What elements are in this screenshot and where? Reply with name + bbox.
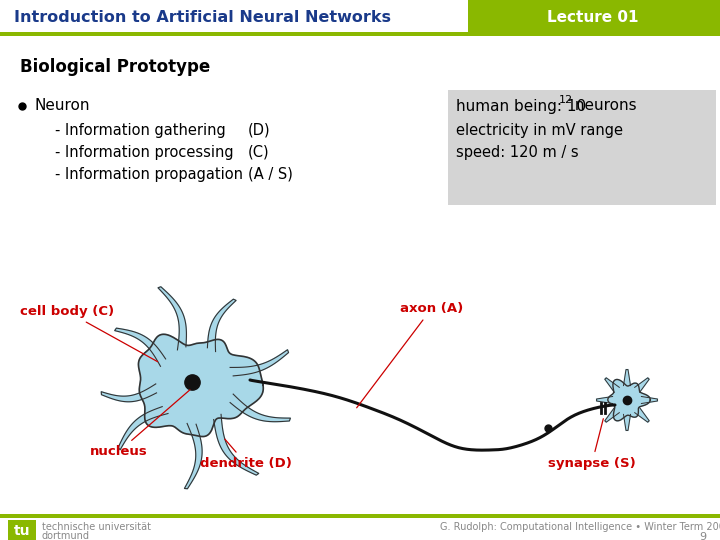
Bar [8, 520, 36, 540]
Polygon shape [118, 407, 168, 450]
Text: Neuron: Neuron [34, 98, 89, 113]
Polygon shape [597, 396, 613, 403]
Text: tu: tu [14, 524, 30, 538]
Text: electricity in mV range: electricity in mV range [456, 123, 623, 138]
Text: (D): (D) [248, 123, 271, 138]
Bar [0, 32, 468, 36]
Text: speed: 120 m / s: speed: 120 m / s [456, 145, 579, 159]
Polygon shape [230, 394, 290, 422]
Polygon shape [114, 328, 166, 366]
Polygon shape [635, 408, 649, 422]
Bar [0, 0, 468, 36]
Text: nucleus: nucleus [90, 390, 190, 458]
Bar [0, 514, 720, 518]
Text: Biological Prototype: Biological Prototype [20, 58, 210, 76]
Text: dortmund: dortmund [42, 531, 90, 540]
Text: human being: 10: human being: 10 [456, 98, 586, 113]
Polygon shape [207, 299, 236, 352]
Text: axon (A): axon (A) [356, 302, 463, 408]
Text: neurons: neurons [570, 98, 636, 113]
Text: - Information gathering: - Information gathering [55, 123, 226, 138]
Polygon shape [642, 396, 657, 403]
Bar [448, 90, 716, 205]
Polygon shape [605, 378, 619, 392]
Polygon shape [635, 378, 649, 392]
Text: 12: 12 [559, 95, 573, 105]
Text: synapse (S): synapse (S) [548, 418, 636, 470]
Text: - Information processing: - Information processing [55, 145, 233, 159]
Polygon shape [624, 414, 631, 430]
Text: 9: 9 [699, 532, 706, 540]
Polygon shape [158, 287, 186, 350]
Text: (C): (C) [248, 145, 269, 159]
Polygon shape [230, 350, 289, 376]
Bar [0, 0, 720, 36]
Text: technische universität: technische universität [42, 522, 151, 532]
Text: G. Rudolph: Computational Intelligence • Winter Term 2009/10: G. Rudolph: Computational Intelligence •… [440, 522, 720, 532]
Polygon shape [214, 414, 258, 475]
Text: dendrite (D): dendrite (D) [200, 439, 292, 470]
Polygon shape [102, 384, 156, 402]
Polygon shape [624, 369, 631, 386]
Text: - Information propagation: - Information propagation [55, 166, 243, 181]
Text: cell body (C): cell body (C) [20, 305, 158, 362]
Polygon shape [605, 408, 619, 422]
Text: (A / S): (A / S) [248, 166, 293, 181]
Polygon shape [608, 380, 650, 421]
Polygon shape [184, 423, 202, 489]
Text: Lecture 01: Lecture 01 [547, 10, 639, 24]
Polygon shape [138, 334, 264, 436]
Text: Introduction to Artificial Neural Networks: Introduction to Artificial Neural Networ… [14, 10, 391, 24]
